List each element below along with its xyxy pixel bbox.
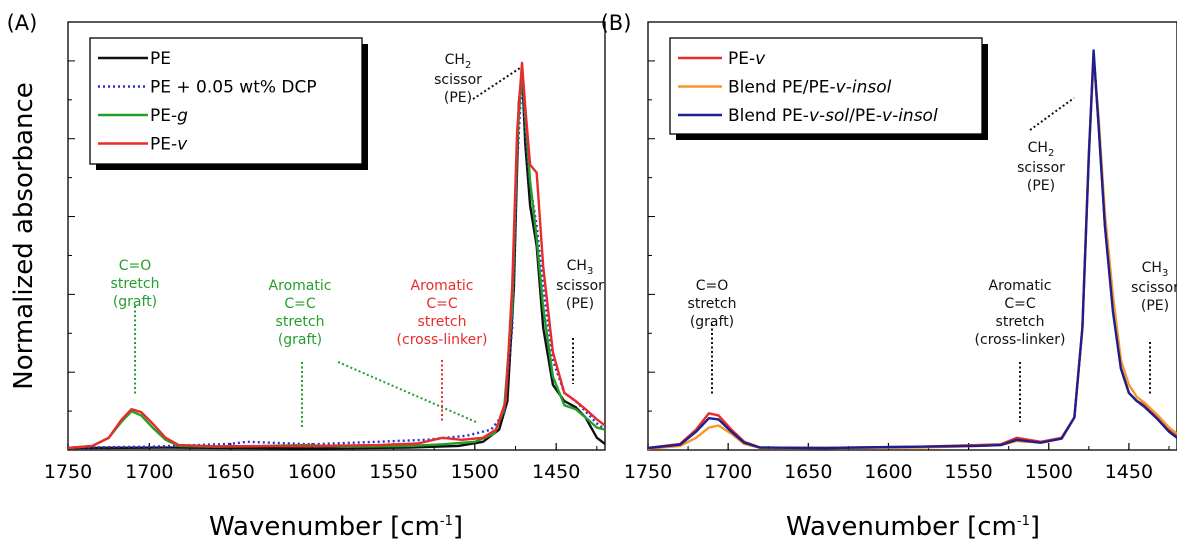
annotation-text: C=O	[696, 278, 729, 294]
x-tick-label: 1550	[944, 461, 992, 483]
annotation-0: C=O stretch (graft)	[111, 258, 160, 394]
annotation-text: (cross-linker)	[397, 332, 488, 348]
annotation-text: scissor	[556, 278, 604, 294]
x-tick-label: 1700	[704, 461, 752, 483]
annotation-text: (graft)	[278, 332, 322, 348]
annotation-text: CH2	[1028, 140, 1055, 159]
legend-label: PE-g	[150, 106, 188, 126]
annotation-text: CH3	[1142, 260, 1169, 279]
annotation-text: C=O	[119, 258, 152, 274]
annotation-leader	[472, 67, 521, 100]
annotation-1: Aromatic C=C stretch (cross-linker)	[975, 278, 1066, 422]
annotation-text: scissor	[1131, 280, 1177, 296]
annotation-text: Aromatic	[269, 278, 332, 294]
annotation-text: Aromatic	[411, 278, 474, 294]
series-line-2	[68, 65, 605, 450]
panel-label: (A)	[7, 11, 38, 35]
x-tick-label: 1600	[864, 461, 912, 483]
panel-b: (B) 1750 1700 1650 1600 1550 1500 1450 Wavenumbe…	[601, 11, 1177, 540]
annotation-text: stretch	[418, 314, 467, 330]
annotation-text: (PE)	[1141, 298, 1169, 314]
annotation-text: (graft)	[113, 294, 157, 310]
annotation-text: (PE)	[1027, 178, 1055, 194]
series-line-3	[68, 61, 605, 450]
annotation-text: CH3	[567, 258, 594, 277]
legend-label: Blend PE/PE-v-insol	[728, 78, 892, 98]
annotation-1: Aromatic C=C stretch (graft)	[269, 278, 477, 428]
x-tick-label: 1500	[451, 461, 499, 483]
annotation-leader	[1029, 97, 1075, 131]
annotation-text: scissor	[434, 72, 482, 88]
legend-label: PE + 0.05 wt% DCP	[150, 78, 317, 98]
panel-label: (B)	[601, 11, 632, 35]
annotation-text: (graft)	[690, 314, 734, 330]
x-tick-label: 1550	[369, 461, 417, 483]
legend-label: PE-v	[728, 49, 766, 69]
annotation-text: C=C	[426, 296, 458, 312]
annotation-text: (PE)	[444, 90, 472, 106]
annotation-text: C=C	[1004, 296, 1036, 312]
annotation-text: stretch	[111, 276, 160, 292]
panel-a: (A) 1750 1700 1650 1600 1550 1500 1450 Wavenumbe…	[7, 11, 606, 540]
x-tick-label: 1450	[1105, 461, 1153, 483]
x-tick-label: 1700	[125, 461, 173, 483]
annotation-text: stretch	[276, 314, 325, 330]
annotation-leader	[337, 361, 477, 423]
x-tick-label: 1650	[784, 461, 832, 483]
legend-label: Blend PE-v-sol/PE-v-insol	[728, 106, 938, 126]
x-tick-label: 1650	[207, 461, 255, 483]
annotation-text: Aromatic	[989, 278, 1052, 294]
x-axis-title: Wavenumber [cm-1]	[209, 512, 463, 540]
annotation-0: C=O stretch (graft)	[688, 278, 737, 396]
legend: PE-v Blend PE/PE-v-insol Blend PE-v-sol/PE…	[669, 37, 988, 140]
annotation-text: stretch	[996, 314, 1045, 330]
y-axis-title: Normalized absorbance	[9, 82, 39, 390]
legend: PE PE + 0.05 wt% DCP PE-g PE-v	[89, 37, 368, 170]
x-tick-label: 1500	[1025, 461, 1073, 483]
annotation-text: (PE)	[566, 296, 594, 312]
annotation-2: Aromatic C=C stretch (cross-linker)	[397, 278, 488, 422]
annotation-text: stretch	[688, 296, 737, 312]
legend-label: PE-v	[150, 135, 188, 155]
x-tick-label: 1750	[624, 461, 672, 483]
x-tick-label: 1450	[532, 461, 580, 483]
annotation-text: (cross-linker)	[975, 332, 1066, 348]
annotation-text: C=C	[284, 296, 316, 312]
plot-frame	[647, 21, 1177, 451]
x-tick-label: 1750	[44, 461, 92, 483]
x-tick-label: 1600	[288, 461, 336, 483]
series-line-2	[648, 49, 1177, 450]
annotation-text: CH2	[445, 52, 472, 71]
plot-frame	[67, 21, 606, 451]
legend-label: PE	[150, 49, 171, 69]
annotation-text: scissor	[1017, 160, 1065, 176]
x-axis-title: Wavenumber [cm-1]	[786, 512, 1040, 540]
